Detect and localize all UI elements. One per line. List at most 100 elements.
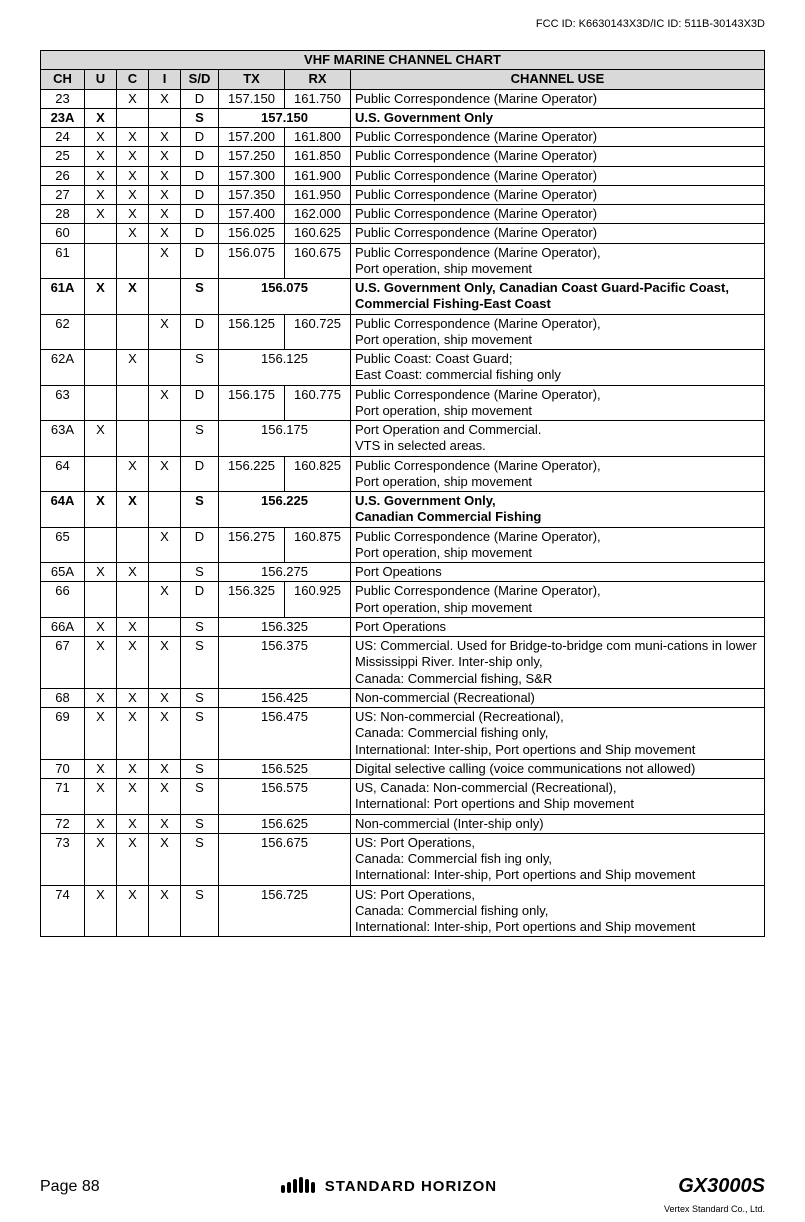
table-row: 70XXXS156.525Digital selective calling (…	[41, 759, 765, 778]
cell-tx: 156.125	[219, 314, 285, 350]
cell-u: X	[85, 759, 117, 778]
cell-freq-merged: 156.275	[219, 563, 351, 582]
cell-use: Public Correspondence (Marine Operator),…	[351, 385, 765, 421]
col-header-sd: S/D	[181, 70, 219, 89]
cell-tx: 157.150	[219, 89, 285, 108]
table-title: VHF MARINE CHANNEL CHART	[41, 51, 765, 70]
cell-tx: 157.400	[219, 205, 285, 224]
cell-u: X	[85, 166, 117, 185]
cell-freq-merged: 156.675	[219, 833, 351, 885]
cell-u: X	[85, 128, 117, 147]
cell-c: X	[117, 89, 149, 108]
cell-sd: D	[181, 185, 219, 204]
cell-sd: S	[181, 421, 219, 457]
table-row: 74XXXS156.725US: Port Operations, Canada…	[41, 885, 765, 937]
cell-freq-merged: 156.075	[219, 279, 351, 315]
cell-use: Public Correspondence (Marine Operator)	[351, 89, 765, 108]
cell-sd: S	[181, 279, 219, 315]
cell-ch: 25	[41, 147, 85, 166]
cell-ch: 64	[41, 456, 85, 492]
cell-i: X	[149, 147, 181, 166]
cell-ch: 66	[41, 582, 85, 618]
cell-ch: 63	[41, 385, 85, 421]
cell-ch: 66A	[41, 617, 85, 636]
cell-ch: 23A	[41, 108, 85, 127]
cell-freq-merged: 156.175	[219, 421, 351, 457]
cell-sd: D	[181, 224, 219, 243]
cell-tx: 156.175	[219, 385, 285, 421]
table-row: 69XXXS156.475US: Non-commercial (Recreat…	[41, 708, 765, 760]
cell-sd: S	[181, 833, 219, 885]
cell-ch: 61A	[41, 279, 85, 315]
cell-u: X	[85, 279, 117, 315]
table-row: 67XXXS156.375US: Commercial. Used for Br…	[41, 637, 765, 689]
cell-sd: D	[181, 166, 219, 185]
table-row: 65XD156.275160.875Public Correspondence …	[41, 527, 765, 563]
cell-use: Port Operations	[351, 617, 765, 636]
cell-use: Public Correspondence (Marine Operator)	[351, 147, 765, 166]
cell-sd: D	[181, 456, 219, 492]
table-row: 66XD156.325160.925Public Correspondence …	[41, 582, 765, 618]
cell-tx: 156.225	[219, 456, 285, 492]
cell-u	[85, 89, 117, 108]
table-title-row: VHF MARINE CHANNEL CHART	[41, 51, 765, 70]
cell-use: U.S. Government Only, Canadian Coast Gua…	[351, 279, 765, 315]
table-row: 64XXD156.225160.825Public Correspondence…	[41, 456, 765, 492]
cell-use: Public Correspondence (Marine Operator)	[351, 166, 765, 185]
cell-u: X	[85, 814, 117, 833]
cell-sd: S	[181, 708, 219, 760]
cell-i: X	[149, 243, 181, 279]
cell-freq-merged: 156.125	[219, 350, 351, 386]
cell-use: Public Correspondence (Marine Operator)	[351, 185, 765, 204]
cell-ch: 72	[41, 814, 85, 833]
cell-c	[117, 527, 149, 563]
table-row: 66AXXS156.325Port Operations	[41, 617, 765, 636]
table-row: 23XXD157.150161.750Public Correspondence…	[41, 89, 765, 108]
cell-rx: 160.875	[285, 527, 351, 563]
table-row: 62XD156.125160.725Public Correspondence …	[41, 314, 765, 350]
cell-c: X	[117, 128, 149, 147]
cell-i: X	[149, 385, 181, 421]
cell-c: X	[117, 224, 149, 243]
page-number: Page 88	[40, 1178, 100, 1196]
cell-use: Public Correspondence (Marine Operator),…	[351, 243, 765, 279]
cell-freq-merged: 156.475	[219, 708, 351, 760]
cell-sd: S	[181, 759, 219, 778]
cell-ch: 61	[41, 243, 85, 279]
cell-ch: 65	[41, 527, 85, 563]
cell-u: X	[85, 779, 117, 815]
cell-freq-merged: 156.575	[219, 779, 351, 815]
cell-use: Public Correspondence (Marine Operator)	[351, 128, 765, 147]
cell-use: Digital selective calling (voice communi…	[351, 759, 765, 778]
cell-use: Public Correspondence (Marine Operator),…	[351, 527, 765, 563]
cell-rx: 161.800	[285, 128, 351, 147]
cell-i: X	[149, 224, 181, 243]
cell-ch: 63A	[41, 421, 85, 457]
cell-i: X	[149, 128, 181, 147]
cell-sd: S	[181, 108, 219, 127]
table-row: 63AXS156.175Port Operation and Commercia…	[41, 421, 765, 457]
table-row: 23AXS157.150U.S. Government Only	[41, 108, 765, 127]
cell-u: X	[85, 885, 117, 937]
cell-use: Public Correspondence (Marine Operator)	[351, 205, 765, 224]
col-header-use: CHANNEL USE	[351, 70, 765, 89]
cell-c: X	[117, 492, 149, 528]
table-header-row: CH U C I S/D TX RX CHANNEL USE	[41, 70, 765, 89]
cell-use: Port Operation and Commercial. VTS in se…	[351, 421, 765, 457]
cell-c: X	[117, 279, 149, 315]
cell-rx: 162.000	[285, 205, 351, 224]
cell-i: X	[149, 527, 181, 563]
cell-rx: 160.725	[285, 314, 351, 350]
cell-use: U.S. Government Only	[351, 108, 765, 127]
cell-use: US: Non-commercial (Recreational), Canad…	[351, 708, 765, 760]
cell-c: X	[117, 205, 149, 224]
cell-i: X	[149, 833, 181, 885]
table-row: 73XXXS156.675US: Port Operations, Canada…	[41, 833, 765, 885]
table-row: 24XXXD157.200161.800Public Correspondenc…	[41, 128, 765, 147]
table-row: 28XXXD157.400162.000Public Correspondenc…	[41, 205, 765, 224]
cell-c: X	[117, 708, 149, 760]
cell-u	[85, 582, 117, 618]
table-row: 61XD156.075160.675Public Correspondence …	[41, 243, 765, 279]
cell-c	[117, 108, 149, 127]
cell-use: Public Coast: Coast Guard; East Coast: c…	[351, 350, 765, 386]
